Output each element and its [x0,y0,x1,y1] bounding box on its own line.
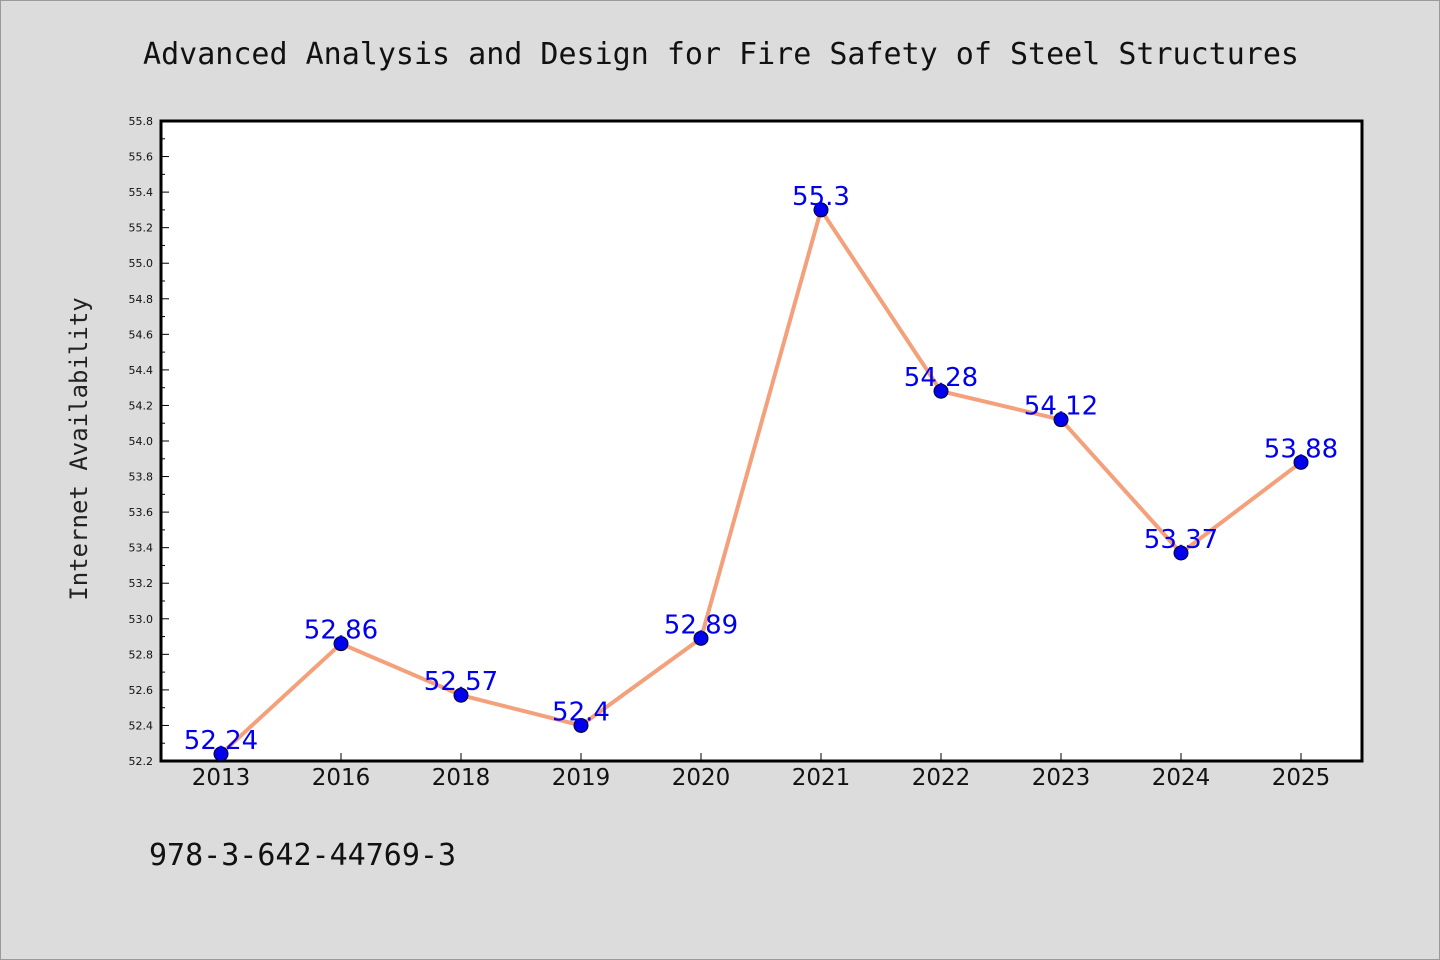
data-label: 53.88 [1264,434,1338,464]
isbn-text: 978-3-642-44769-3 [149,838,456,873]
data-point [1293,454,1309,470]
data-label: 52.57 [424,667,498,697]
y-tick-label: 54.6 [129,328,154,341]
data-label: 52.24 [184,726,258,756]
data-label: 52.89 [664,610,738,640]
data-points [213,202,1309,762]
y-tick-label: 52.2 [129,755,154,768]
data-label: 52.4 [552,697,610,727]
data-point [813,202,829,218]
data-point [573,717,589,733]
y-axis: 52.2 52.4 52.6 52.8 53.0 53.2 53.4 53.6 53.8 54.0… [129,115,169,768]
y-tick-label: 53.8 [129,471,154,484]
y-tick-label: 52.8 [129,648,154,661]
x-tick-label: 2025 [1272,765,1331,791]
y-tick-label: 52.4 [129,719,154,732]
y-tick-label: 55.2 [129,222,154,235]
chart-title: Advanced Analysis and Design for Fire Sa… [143,37,1299,72]
y-tick-label: 54.0 [129,435,154,448]
x-tick-label: 2023 [1032,765,1091,791]
x-tick-label: 2024 [1152,765,1211,791]
data-point [1053,412,1069,428]
y-axis-label: Internet Availability [65,297,93,600]
data-label: 54.28 [904,363,978,393]
data-point [333,636,349,652]
data-label: 54.12 [1024,392,1098,422]
data-label: 52.86 [304,616,378,646]
y-tick-label: 54.8 [129,293,154,306]
plot-area [159,119,1364,763]
x-tick-label: 2022 [912,765,971,791]
y-tick-label: 52.6 [129,684,154,697]
data-point [453,687,469,703]
data-label: 55.3 [792,182,850,212]
series-line-group [219,207,1303,756]
data-point [933,383,949,399]
y-tick-label: 53.0 [129,613,154,626]
y-tick-label: 55.4 [129,186,154,199]
y-tick-label: 54.2 [129,399,154,412]
x-tick-label: 2018 [432,765,491,791]
y-tick-label: 53.4 [129,542,154,555]
y-tick-label: 55.8 [129,115,154,128]
x-tick-label: 2013 [192,765,251,791]
y-tick-label: 54.4 [129,364,154,377]
y-tick-label: 53.6 [129,506,154,519]
x-tick-label: 2020 [672,765,731,791]
data-labels: 52.24 52.86 52.57 52.4 52.89 55.3 54.28 54.12 53… [184,182,1338,756]
y-tick-label: 55.6 [129,151,154,164]
data-point [213,746,229,762]
data-label: 53.37 [1144,525,1218,555]
x-tick-label: 2021 [792,765,851,791]
x-tick-label: 2019 [552,765,611,791]
data-point [1173,545,1189,561]
y-tick-label: 53.2 [129,577,154,590]
series-line [219,207,1303,756]
data-point [693,630,709,646]
y-tick-label: 55.0 [129,257,154,270]
x-axis: 2013 2016 2018 2019 2020 2021 2022 2023 2024 2025 [192,753,1331,791]
x-tick-label: 2016 [312,765,371,791]
